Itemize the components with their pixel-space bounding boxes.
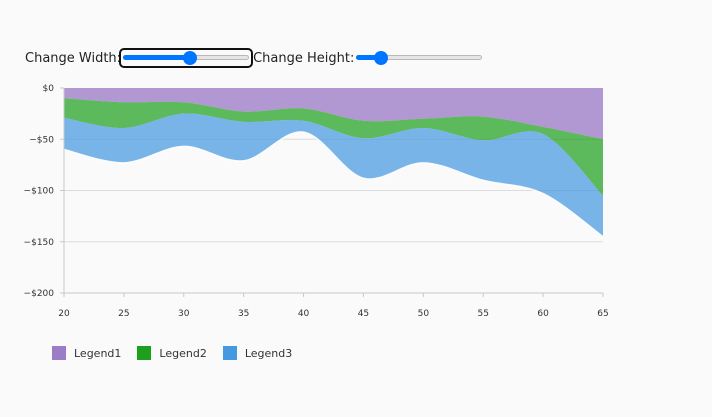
x-tick-label-5: 45 [358, 309, 369, 319]
height-slider-fill [356, 55, 382, 60]
x-tick-label-2: 30 [178, 309, 190, 319]
legend3-bottom-edge [63, 131, 604, 238]
legend1-area [64, 88, 603, 140]
y-tick-label-4: −$200 [24, 289, 55, 299]
height-slider[interactable] [354, 50, 484, 66]
x-tick-label-0: 20 [58, 309, 70, 319]
x-tick-label-4: 40 [298, 309, 310, 319]
legend-item-3[interactable]: Legend3 [222, 346, 293, 360]
legend3-label: Legend3 [244, 346, 293, 360]
height-slider-thumb[interactable] [374, 51, 389, 65]
y-tick-label-1: −$50 [29, 135, 54, 145]
height-label: Change Height: [253, 50, 355, 66]
legend-item-2[interactable]: Legend2 [137, 346, 207, 360]
legend1-label: Legend1 [74, 346, 122, 360]
y-tick-label-3: −$150 [24, 238, 55, 248]
y-tick-label-2: −$100 [24, 187, 55, 197]
legend2-swatch [137, 346, 152, 360]
width-label: Change Width: [25, 50, 122, 66]
x-tick-label-3: 35 [238, 309, 249, 319]
x-tick-label-7: 55 [477, 309, 488, 319]
controls-bar: Change Width: Change Height: [25, 48, 484, 68]
x-tick-label-1: 25 [118, 309, 129, 319]
x-tick-label-9: 65 [597, 309, 608, 319]
legend: Legend1 Legend2 Legend3 [52, 346, 308, 360]
legend3-area [64, 113, 603, 237]
width-slider[interactable] [119, 48, 254, 68]
x-tick-label-6: 50 [418, 309, 430, 319]
y-tick-label-0: $0 [43, 84, 55, 94]
legend3-swatch [222, 346, 237, 360]
legend2-label: Legend2 [159, 346, 207, 360]
legend-item-1[interactable]: Legend1 [52, 346, 121, 360]
legend2-area [64, 98, 603, 196]
width-slider-fill [123, 55, 190, 60]
x-tick-label-8: 60 [537, 309, 549, 319]
width-slider-thumb[interactable] [182, 51, 197, 65]
legend1-swatch [52, 346, 66, 360]
